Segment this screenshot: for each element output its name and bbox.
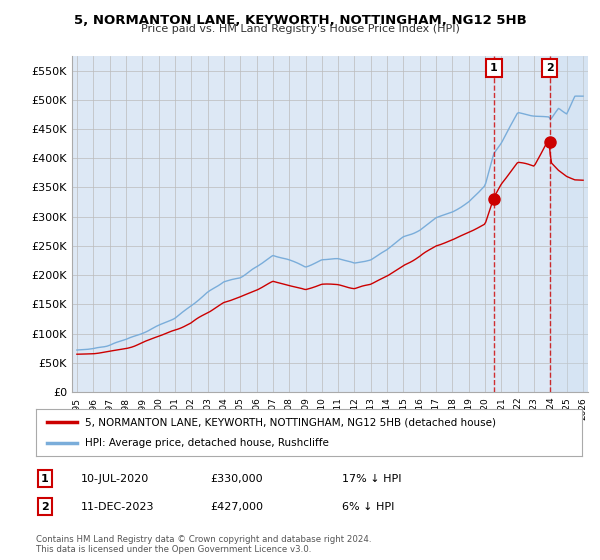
Text: 11-DEC-2023: 11-DEC-2023: [81, 502, 155, 512]
Text: Price paid vs. HM Land Registry's House Price Index (HPI): Price paid vs. HM Land Registry's House …: [140, 24, 460, 34]
Text: Contains HM Land Registry data © Crown copyright and database right 2024.
This d: Contains HM Land Registry data © Crown c…: [36, 535, 371, 554]
Text: 1: 1: [41, 474, 49, 484]
Text: £330,000: £330,000: [210, 474, 263, 484]
Text: £427,000: £427,000: [210, 502, 263, 512]
Bar: [550, 56, 591, 392]
Text: 6% ↓ HPI: 6% ↓ HPI: [342, 502, 394, 512]
Text: 5, NORMANTON LANE, KEYWORTH, NOTTINGHAM, NG12 5HB: 5, NORMANTON LANE, KEYWORTH, NOTTINGHAM,…: [74, 14, 526, 27]
Text: HPI: Average price, detached house, Rushcliffe: HPI: Average price, detached house, Rush…: [85, 438, 329, 448]
Text: 10-JUL-2020: 10-JUL-2020: [81, 474, 149, 484]
Text: 2: 2: [41, 502, 49, 512]
Text: 5, NORMANTON LANE, KEYWORTH, NOTTINGHAM, NG12 5HB (detached house): 5, NORMANTON LANE, KEYWORTH, NOTTINGHAM,…: [85, 417, 496, 427]
Text: 2: 2: [546, 63, 554, 73]
Text: 17% ↓ HPI: 17% ↓ HPI: [342, 474, 401, 484]
Text: 1: 1: [490, 63, 497, 73]
